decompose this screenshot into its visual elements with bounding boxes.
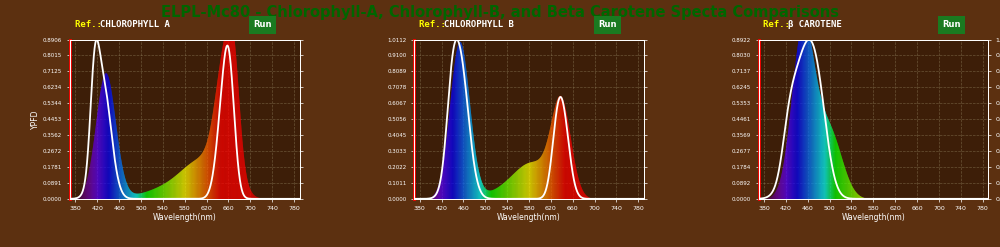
Text: ELPL-Mc80 - Chlorophyll-A, Chlorophyll-B, and Beta Carotene Specta Comparisons: ELPL-Mc80 - Chlorophyll-A, Chlorophyll-B…	[161, 5, 839, 21]
X-axis label: Wavelength(nm): Wavelength(nm)	[497, 213, 561, 222]
X-axis label: Wavelength(nm): Wavelength(nm)	[153, 213, 217, 222]
Y-axis label: YPFD: YPFD	[31, 109, 40, 129]
X-axis label: Wavelength(nm): Wavelength(nm)	[841, 213, 905, 222]
